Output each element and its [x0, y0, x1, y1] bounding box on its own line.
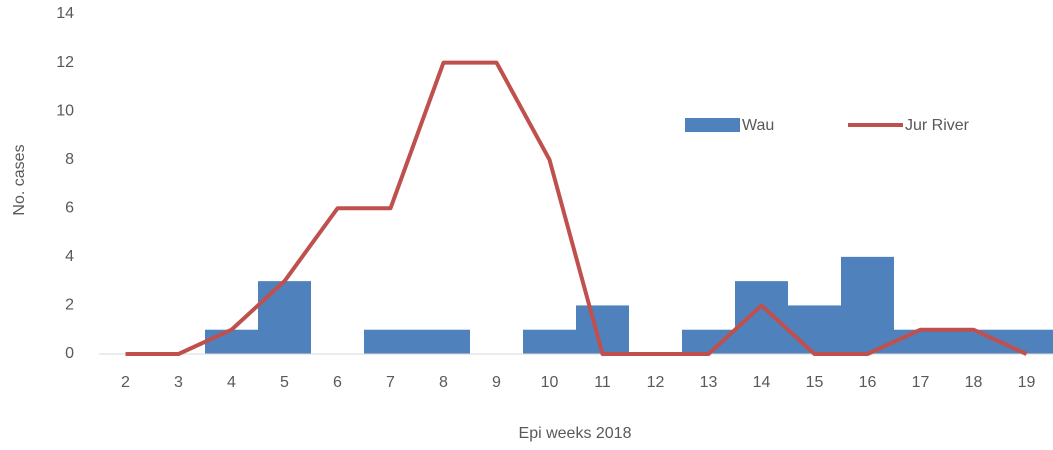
bar [947, 329, 1000, 354]
legend-label: Jur River [905, 117, 970, 134]
legend-label: Wau [742, 117, 774, 134]
y-tick-label: 10 [56, 102, 74, 119]
x-tick-label: 12 [647, 374, 665, 391]
bar [523, 329, 576, 354]
x-tick-label: 7 [386, 374, 395, 391]
bar [735, 281, 788, 354]
bar [258, 281, 311, 354]
x-tick-label: 14 [753, 374, 771, 391]
bar [788, 305, 841, 354]
x-tick-label: 9 [492, 374, 501, 391]
x-tick-label: 10 [541, 374, 559, 391]
x-axis-label: Epi weeks 2018 [519, 425, 632, 442]
x-tick-label: 13 [700, 374, 718, 391]
x-tick-label: 6 [333, 374, 342, 391]
x-tick-label: 16 [859, 374, 877, 391]
y-tick-label: 0 [65, 345, 74, 362]
x-tick-label: 19 [1018, 374, 1036, 391]
x-tick-label: 17 [912, 374, 930, 391]
bar [417, 329, 470, 354]
x-tick-label: 15 [806, 374, 824, 391]
y-tick-label: 14 [56, 5, 74, 22]
y-tick-label: 6 [65, 200, 74, 217]
bar [364, 329, 417, 354]
y-tick-label: 8 [65, 151, 74, 168]
bar [1000, 329, 1053, 354]
y-tick-label: 12 [56, 54, 74, 71]
bar [894, 329, 947, 354]
legend-swatch [685, 118, 740, 132]
x-tick-label: 2 [121, 374, 130, 391]
y-tick-label: 4 [65, 248, 74, 265]
y-tick-label: 2 [65, 297, 74, 314]
y-axis-label: No. cases [11, 144, 28, 215]
x-tick-label: 4 [227, 374, 236, 391]
bar [841, 256, 894, 354]
x-tick-label: 18 [965, 374, 983, 391]
line [125, 60, 1028, 356]
x-tick-label: 11 [594, 374, 611, 391]
bar [682, 329, 735, 354]
bar [576, 305, 629, 354]
x-tick-label: 5 [280, 374, 289, 391]
bar [205, 329, 258, 354]
x-tick-label: 3 [174, 374, 183, 391]
x-tick-label: 8 [439, 374, 448, 391]
